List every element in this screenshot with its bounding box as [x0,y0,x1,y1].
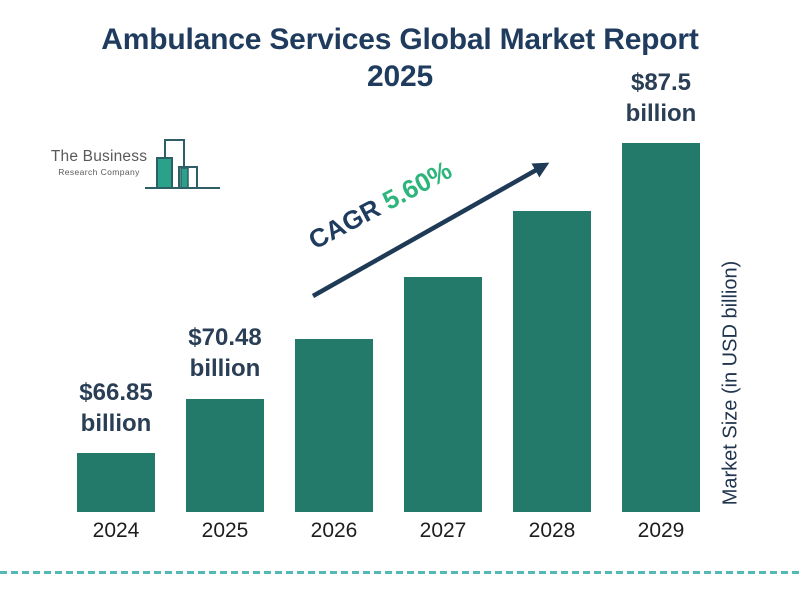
x-tick-label-2024: 2024 [92,519,140,542]
bar-chart: $66.85 billion 2024 $70.48 billion 2025 2026 20… [77,69,700,543]
company-subname: Research Company [58,167,140,177]
bar-2026 [295,339,373,512]
bar-2025 [186,398,264,512]
company-logo-text: The Business Research Company [40,148,158,177]
bar-value-label-2025: $70.48 billion [188,324,262,383]
x-tick-label-2027: 2027 [419,519,467,542]
company-name: The Business [50,148,148,165]
bar-2027 [404,276,482,512]
bar-2029 [622,143,700,512]
bar-column-2025: $70.48 billion 2025 [186,143,264,543]
bar-column-2028: 2028 [513,143,591,543]
bar-column-2026: 2026 [295,143,373,543]
y-axis-label: Market Size (in USD billion) [719,260,742,506]
bar-column-2029: $87.5 billion 2029 [622,69,700,543]
bar-chart-logo-icon [145,139,220,189]
page-title: Ambulance Services Global Market Report … [101,23,699,93]
bar-2028 [513,210,591,512]
x-tick-label-2025: 2025 [201,519,249,542]
company-logo: The Business Research Company [40,136,230,194]
x-tick-label-2029: 2029 [637,519,685,542]
bottom-dashed-border [0,571,800,574]
bar-column-2024: $66.85 billion 2024 [77,143,155,543]
bar-value-label-2029: $87.5 billion [625,68,697,127]
bar-2024 [77,453,155,512]
x-tick-label-2026: 2026 [310,519,358,542]
bar-column-2027: 2027 [404,143,482,543]
x-tick-label-2028: 2028 [528,519,576,542]
bar-value-label-2024: $66.85 billion [79,378,153,437]
